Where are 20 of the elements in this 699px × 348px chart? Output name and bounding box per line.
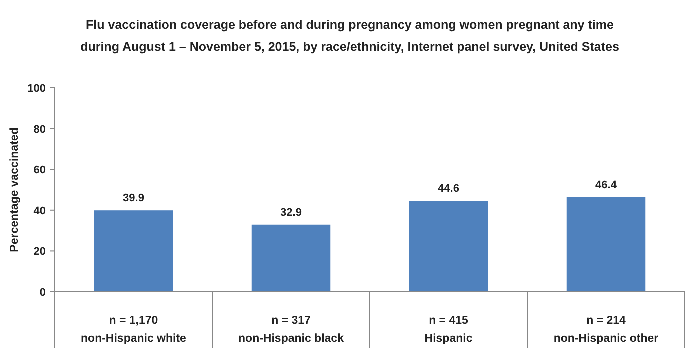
data-label: 39.9: [123, 192, 144, 205]
bar: [409, 201, 488, 292]
y-tick-label: 0: [40, 287, 46, 299]
data-label: 44.6: [438, 183, 460, 196]
bar: [252, 224, 331, 292]
bar: [94, 210, 174, 292]
x-tick-label: n = 1,170 non-Hispanic white: [81, 315, 186, 345]
y-axis-title: Percentage vaccinated: [9, 128, 21, 252]
x-tick-label: n = 317 non-Hispanic black: [238, 315, 345, 345]
x-tick-label: n = 415 Hispanic: [424, 315, 474, 345]
y-tick-label: 60: [34, 164, 46, 177]
y-tick-label: 20: [34, 246, 46, 258]
y-tick-label: 100: [28, 83, 46, 95]
y-tick-label: 80: [34, 124, 46, 136]
data-label: 32.9: [280, 206, 302, 219]
data-label: 46.4: [596, 179, 618, 192]
bar: [566, 197, 646, 292]
chart-title: Flu vaccination coverage before and during pregnancy among women pregnant any time during August 1 – November 5, 2015, by race/ethnicity, Internet panel survey, United States: [80, 18, 620, 54]
y-tick-label: 40: [34, 205, 46, 218]
x-tick-label: n = 214 non-Hispanic other: [554, 315, 660, 345]
